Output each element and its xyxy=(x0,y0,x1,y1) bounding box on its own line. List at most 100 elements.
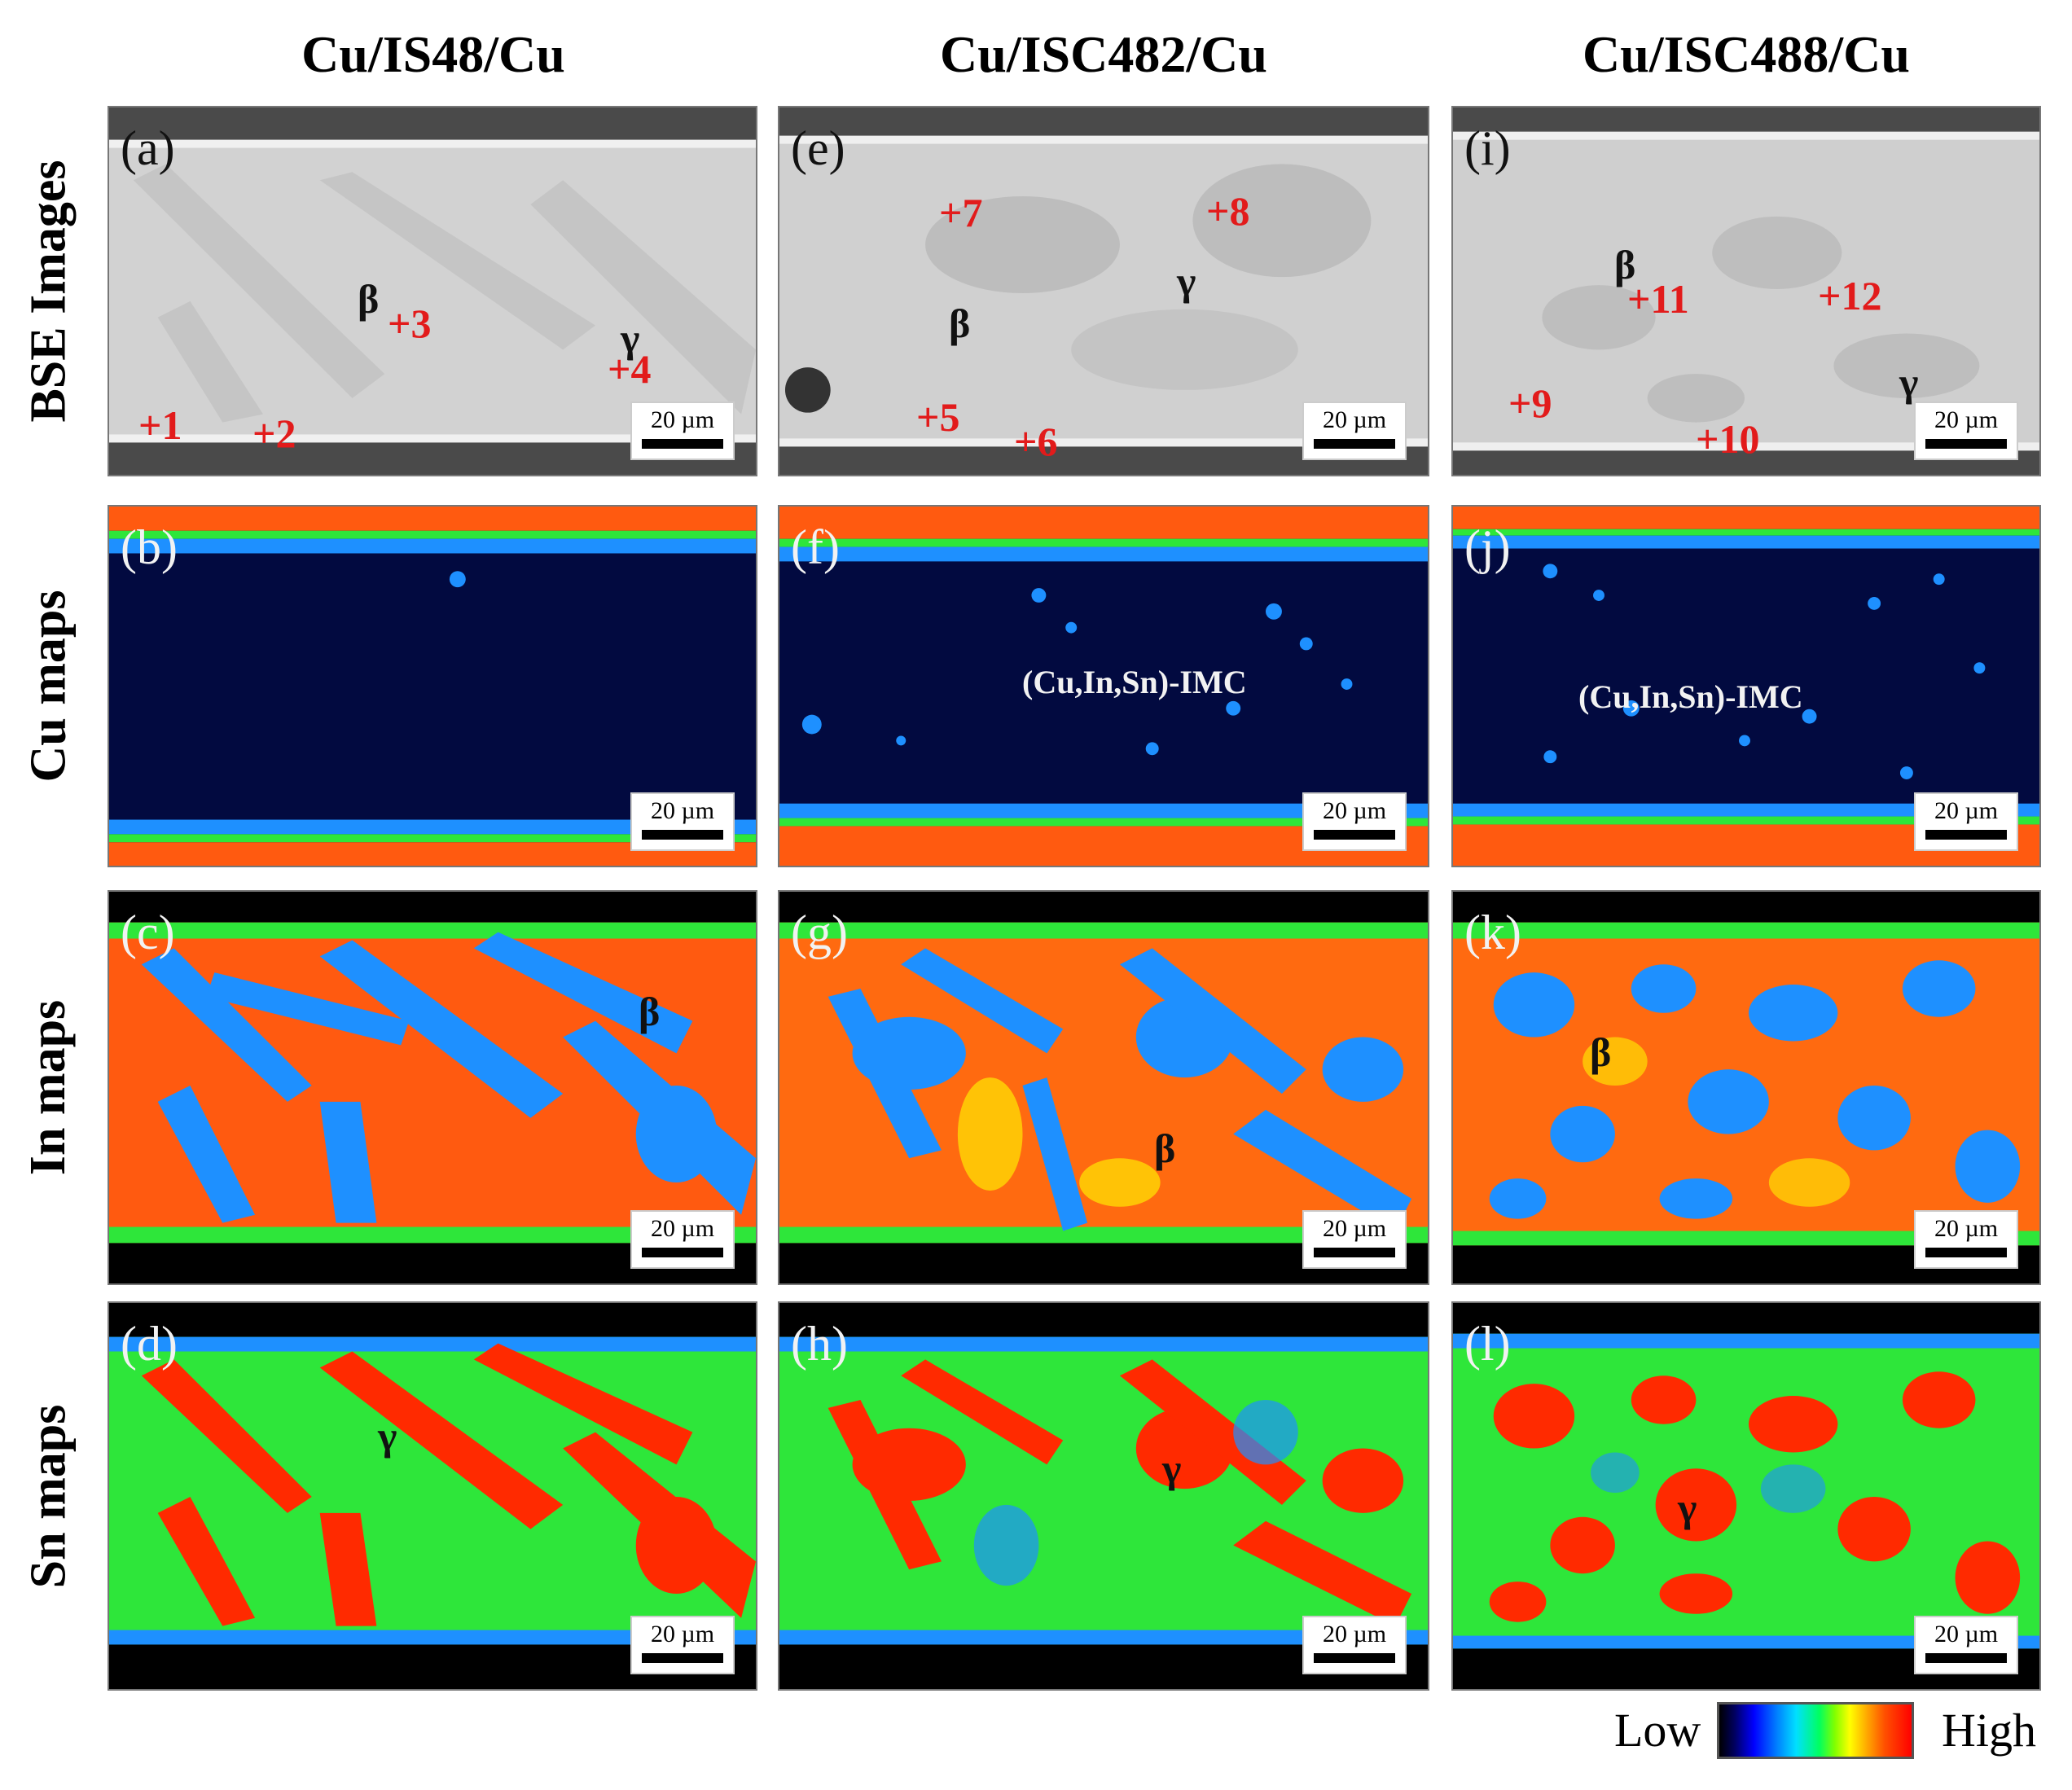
row-title-cu-text: Cu maps xyxy=(20,590,77,783)
row-title-in: In maps xyxy=(0,890,98,1285)
panel-label-c: (c) xyxy=(121,906,175,959)
scale-bar-text: 20 µm xyxy=(650,797,715,824)
scale-bar: 20 µm xyxy=(630,792,735,851)
panel-d-sn-map-is48: (d) γ 20 µm xyxy=(108,1301,757,1691)
point-12: +12 xyxy=(1818,273,1882,318)
point-3: +3 xyxy=(388,301,432,346)
panel-f-cu-map-isc482: (f) (Cu,In,Sn)-IMC 20 µm xyxy=(778,505,1429,867)
bse-micrograph xyxy=(1453,107,2039,475)
panel-i-bse-isc488: (i) β γ +9 +10 +11 +12 20 µm xyxy=(1451,106,2041,476)
point-10: +10 xyxy=(1696,416,1760,462)
scale-bar-line xyxy=(1925,439,2007,449)
scale-bar: 20 µm xyxy=(1302,792,1407,851)
panel-a-bse-is48: (a) β γ +1 +2 +3 +4 20 µm xyxy=(108,106,757,476)
phase-gamma-label: γ xyxy=(1162,1446,1182,1491)
sn-element-map xyxy=(779,1303,1428,1689)
phase-beta-label: β xyxy=(358,276,380,322)
scale-bar: 20 µm xyxy=(1302,1210,1407,1269)
scale-bar: 20 µm xyxy=(630,401,735,460)
point-6: +6 xyxy=(1014,419,1058,464)
row-title-sn: Sn maps xyxy=(0,1301,98,1691)
panel-k-in-map-isc488: (k) β 20 µm xyxy=(1451,890,2041,1285)
phase-beta-label: β xyxy=(949,301,971,346)
column-title-isc482: Cu/ISC482/Cu xyxy=(940,25,1267,83)
in-element-map xyxy=(109,892,756,1283)
row-title-sn-text: Sn maps xyxy=(20,1404,77,1588)
scale-bar-text: 20 µm xyxy=(650,1215,715,1242)
phase-gamma-label: γ xyxy=(1899,359,1919,405)
scale-bar-line xyxy=(1925,830,2007,840)
point-9: +9 xyxy=(1508,380,1552,426)
phase-gamma-label: γ xyxy=(1177,258,1196,304)
scale-bar-text: 20 µm xyxy=(1934,1215,1999,1242)
row-title-in-text: In maps xyxy=(20,999,77,1176)
scale-bar: 20 µm xyxy=(630,1210,735,1269)
phase-gamma-label: γ xyxy=(621,315,640,361)
panel-label-d: (d) xyxy=(121,1317,178,1371)
phase-beta-label: β xyxy=(1590,1029,1612,1075)
panel-label-f: (f) xyxy=(791,520,840,574)
scale-bar-text: 20 µm xyxy=(1322,1621,1387,1647)
scale-bar: 20 µm xyxy=(1914,792,2018,851)
scale-bar-text: 20 µm xyxy=(1934,1621,1999,1647)
scale-bar-line xyxy=(1925,1248,2007,1257)
scale-bar-text: 20 µm xyxy=(1322,1215,1387,1242)
bse-micrograph xyxy=(109,107,756,475)
phase-beta-label: β xyxy=(1614,242,1636,287)
scale-bar: 20 µm xyxy=(1914,1210,2018,1269)
panel-label-e: (e) xyxy=(791,121,845,175)
panel-h-sn-map-isc482: (h) γ 20 µm xyxy=(778,1301,1429,1691)
panel-label-a: (a) xyxy=(121,121,175,175)
panel-g-in-map-isc482: (g) β 20 µm xyxy=(778,890,1429,1285)
scale-bar-text: 20 µm xyxy=(650,406,715,433)
imc-label: (Cu,In,Sn)-IMC xyxy=(1578,678,1803,715)
color-scale-bar xyxy=(1717,1702,1914,1759)
scale-bar-line xyxy=(642,830,723,840)
scale-bar: 20 µm xyxy=(1302,1616,1407,1674)
scale-bar-line xyxy=(642,1248,723,1257)
scale-bar-text: 20 µm xyxy=(1322,406,1387,433)
panel-label-l: (l) xyxy=(1464,1317,1511,1371)
legend-high-label: High xyxy=(1942,1704,2036,1757)
legend-low-label: Low xyxy=(1614,1704,1701,1757)
panel-label-g: (g) xyxy=(791,906,848,959)
phase-gamma-label: γ xyxy=(378,1413,397,1459)
phase-gamma-label: γ xyxy=(1678,1485,1697,1530)
scale-bar-line xyxy=(1314,830,1395,840)
scale-bar: 20 µm xyxy=(1914,401,2018,460)
row-title-bse: BSE Images xyxy=(0,106,98,476)
scale-bar-line xyxy=(642,439,723,449)
point-4: +4 xyxy=(608,346,652,392)
scale-bar-text: 20 µm xyxy=(1934,406,1999,433)
panel-j-cu-map-isc488: (j) (Cu,In,Sn)-IMC 20 µm xyxy=(1451,505,2041,867)
point-11: +11 xyxy=(1627,276,1689,322)
point-8: +8 xyxy=(1206,188,1250,234)
scale-bar: 20 µm xyxy=(1302,401,1407,460)
row-title-bse-text: BSE Images xyxy=(20,160,77,423)
phase-beta-label: β xyxy=(1154,1125,1176,1171)
imc-label: (Cu,In,Sn)-IMC xyxy=(1022,664,1247,700)
panel-c-in-map-is48: (c) β 20 µm xyxy=(108,890,757,1285)
scale-bar-line xyxy=(1925,1653,2007,1663)
scale-bar: 20 µm xyxy=(1914,1616,2018,1674)
point-1: +1 xyxy=(138,402,182,448)
point-7: +7 xyxy=(939,190,983,235)
panel-label-b: (b) xyxy=(121,520,178,574)
panel-label-h: (h) xyxy=(791,1317,848,1371)
scale-bar-text: 20 µm xyxy=(650,1621,715,1647)
panel-label-k: (k) xyxy=(1464,906,1521,959)
column-title-is48: Cu/IS48/Cu xyxy=(301,25,565,83)
panel-e-bse-isc482: (e) β γ +5 +6 +7 +8 20 µm xyxy=(778,106,1429,476)
scale-bar-line xyxy=(1314,1653,1395,1663)
scale-bar-text: 20 µm xyxy=(1934,797,1999,824)
point-2: +2 xyxy=(252,410,296,456)
scale-bar-line xyxy=(1314,1248,1395,1257)
column-title-isc488: Cu/ISC488/Cu xyxy=(1583,25,1910,83)
panel-b-cu-map-is48: (b) 20 µm xyxy=(108,505,757,867)
scale-bar: 20 µm xyxy=(630,1616,735,1674)
scale-bar-line xyxy=(642,1653,723,1663)
scale-bar-line xyxy=(1314,439,1395,449)
phase-beta-label: β xyxy=(639,989,661,1034)
panel-label-i: (i) xyxy=(1464,121,1511,175)
panel-l-sn-map-isc488: (l) γ 20 µm xyxy=(1451,1301,2041,1691)
